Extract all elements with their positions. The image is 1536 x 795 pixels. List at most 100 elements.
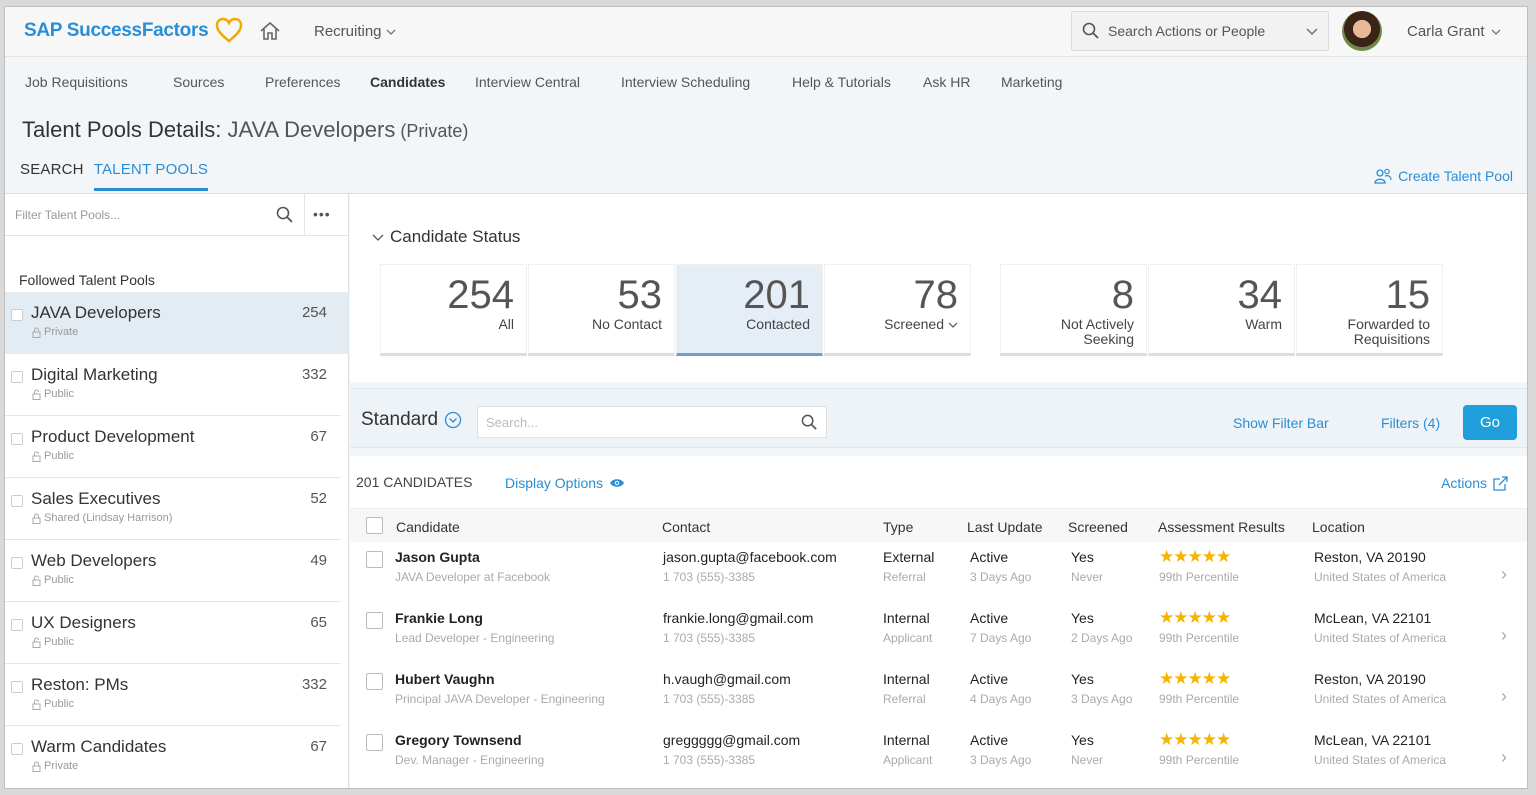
cell-screened: Yes Never <box>1071 549 1104 584</box>
status-tile-all[interactable]: 254 All <box>380 264 527 356</box>
subnav-job-requisitions[interactable]: Job Requisitions <box>25 74 128 90</box>
subnav-help-tutorials[interactable]: Help & Tutorials <box>792 74 891 90</box>
go-button[interactable]: Go <box>1463 405 1517 440</box>
tile-count: 78 <box>913 273 959 317</box>
search-icon[interactable] <box>801 414 818 431</box>
talent-pool-item[interactable]: Product Development Public 67 <box>5 416 341 478</box>
status-tile-forwarded[interactable]: 15 Forwarded to Requisitions <box>1296 264 1443 356</box>
pool-checkbox[interactable] <box>11 495 23 507</box>
pool-name: UX Designers <box>31 613 136 632</box>
user-avatar[interactable] <box>1342 11 1382 51</box>
tile-count: 15 <box>1385 273 1431 317</box>
table-row[interactable]: Gregory Townsend Dev. Manager - Engineeri… <box>350 730 1527 788</box>
tab-talent-pools[interactable]: TALENT POOLS <box>93 161 209 191</box>
row-checkbox[interactable] <box>366 612 383 629</box>
talent-pool-item[interactable]: UX Designers Public 65 <box>5 602 341 664</box>
filter-talent-pools-input[interactable]: Filter Talent Pools... <box>5 194 305 236</box>
column-header-type[interactable]: Type <box>883 519 914 535</box>
home-icon[interactable] <box>259 21 281 41</box>
subnav-candidates[interactable]: Candidates <box>370 74 446 90</box>
chevron-right-icon[interactable]: › <box>1501 747 1507 767</box>
module-switcher[interactable]: Recruiting <box>314 23 396 40</box>
pool-checkbox[interactable] <box>11 371 23 383</box>
tile-label: All <box>498 316 514 332</box>
pool-checkbox[interactable] <box>11 681 23 693</box>
subnav-interview-scheduling[interactable]: Interview Scheduling <box>621 74 751 90</box>
cell-assessment: ★★★★★ 99th Percentile <box>1159 608 1240 645</box>
table-row[interactable]: Hubert Vaughn Principal JAVA Developer - … <box>350 669 1527 730</box>
search-icon[interactable] <box>276 206 294 224</box>
chevron-down-icon[interactable] <box>948 322 958 328</box>
chevron-down-icon <box>372 234 384 241</box>
talent-pool-item[interactable]: Sales Executives Shared (Lindsay Harriso… <box>5 478 341 540</box>
unlock-icon <box>32 637 41 648</box>
pool-checkbox[interactable] <box>11 557 23 569</box>
actions-link[interactable]: Actions <box>1441 475 1509 491</box>
more-options-button[interactable]: ••• <box>313 206 331 222</box>
lock-icon <box>32 327 41 338</box>
filters-link[interactable]: Filters (4) <box>1381 415 1441 431</box>
pool-visibility: Public <box>32 450 74 462</box>
tab-bar: SEARCH TALENT POOLS <box>20 161 209 191</box>
variant-selector[interactable]: Standard <box>361 409 462 431</box>
candidate-status-panel: Candidate Status 254 All 53 No Contact 2… <box>350 194 1527 382</box>
sap-successfactors-logo[interactable]: SAP SuccessFactors <box>24 20 209 41</box>
chevron-right-icon[interactable]: › <box>1501 686 1507 706</box>
tab-search[interactable]: SEARCH <box>20 161 84 178</box>
column-header-candidate[interactable]: Candidate <box>396 519 460 535</box>
status-tile-contacted[interactable]: 201 Contacted <box>676 264 823 356</box>
status-tile-not-actively-seeking[interactable]: 8 Not Actively Seeking <box>1000 264 1147 356</box>
pool-name: Digital Marketing <box>31 365 158 384</box>
talent-pool-item[interactable]: Digital Marketing Public 332 <box>5 354 341 416</box>
chevron-down-icon <box>1491 29 1500 35</box>
pool-count: 49 <box>310 552 327 569</box>
status-tile-warm[interactable]: 34 Warm <box>1148 264 1295 356</box>
user-menu[interactable]: Carla Grant <box>1407 23 1501 40</box>
talent-pool-item[interactable]: Warm Candidates Private 67 <box>5 726 341 788</box>
status-tile-no-contact[interactable]: 53 No Contact <box>528 264 675 356</box>
column-header-screened[interactable]: Screened <box>1068 519 1128 535</box>
column-header-last-update[interactable]: Last Update <box>967 519 1043 535</box>
table-row[interactable]: Frankie Long Lead Developer - Engineering… <box>350 608 1527 669</box>
candidate-search-input[interactable]: Search... <box>477 406 827 438</box>
subnav-sources[interactable]: Sources <box>173 74 225 90</box>
chevron-right-icon[interactable]: › <box>1501 564 1507 584</box>
subnav-ask-hr[interactable]: Ask HR <box>923 74 971 90</box>
tile-label: Contacted <box>746 316 810 332</box>
row-checkbox[interactable] <box>366 551 383 568</box>
create-talent-pool-link[interactable]: Create Talent Pool <box>1374 168 1513 184</box>
column-header-contact[interactable]: Contact <box>662 519 711 535</box>
table-row[interactable]: Jason Gupta JAVA Developer at Facebook ja… <box>350 547 1527 608</box>
candidate-status-toggle[interactable]: Candidate Status <box>372 227 520 247</box>
pool-checkbox[interactable] <box>11 309 23 321</box>
cell-type: Internal Applicant <box>883 610 933 645</box>
status-tile-screened[interactable]: 78 Screened <box>824 264 971 356</box>
global-search-input[interactable]: Search Actions or People <box>1071 11 1329 51</box>
column-header-location[interactable]: Location <box>1312 519 1365 535</box>
search-icon <box>1082 22 1099 39</box>
chevron-right-icon[interactable]: › <box>1501 625 1507 645</box>
display-options-link[interactable]: Display Options <box>505 475 625 491</box>
cell-last-update: Active 4 Days Ago <box>970 671 1032 706</box>
pool-checkbox[interactable] <box>11 619 23 631</box>
select-all-checkbox[interactable] <box>366 517 383 534</box>
cell-location: Reston, VA 20190 United States of America <box>1314 549 1447 584</box>
pool-checkbox[interactable] <box>11 433 23 445</box>
talent-pool-item[interactable]: Web Developers Public 49 <box>5 540 341 602</box>
pool-visibility: Public <box>32 574 74 586</box>
filter-row: Filter Talent Pools... ••• <box>5 194 349 236</box>
column-header-assessment[interactable]: Assessment Results <box>1158 519 1285 535</box>
filter-bar: Standard Search... Show Filter Bar Filte… <box>350 388 1527 448</box>
chevron-down-icon[interactable] <box>1306 28 1318 35</box>
subnav-interview-central[interactable]: Interview Central <box>475 74 581 90</box>
subnav-preferences[interactable]: Preferences <box>265 74 341 90</box>
row-checkbox[interactable] <box>366 734 383 751</box>
pool-checkbox[interactable] <box>11 743 23 755</box>
user-name: Carla Grant <box>1407 23 1485 40</box>
talent-pool-item[interactable]: Reston: PMs Public 332 <box>5 664 341 726</box>
talent-pool-item[interactable]: JAVA Developers Private 254 <box>5 292 349 354</box>
subnav-marketing[interactable]: Marketing <box>1001 74 1063 90</box>
cell-location: McLean, VA 22101 United States of America <box>1314 732 1447 767</box>
show-filter-bar-link[interactable]: Show Filter Bar <box>1233 415 1329 431</box>
row-checkbox[interactable] <box>366 673 383 690</box>
